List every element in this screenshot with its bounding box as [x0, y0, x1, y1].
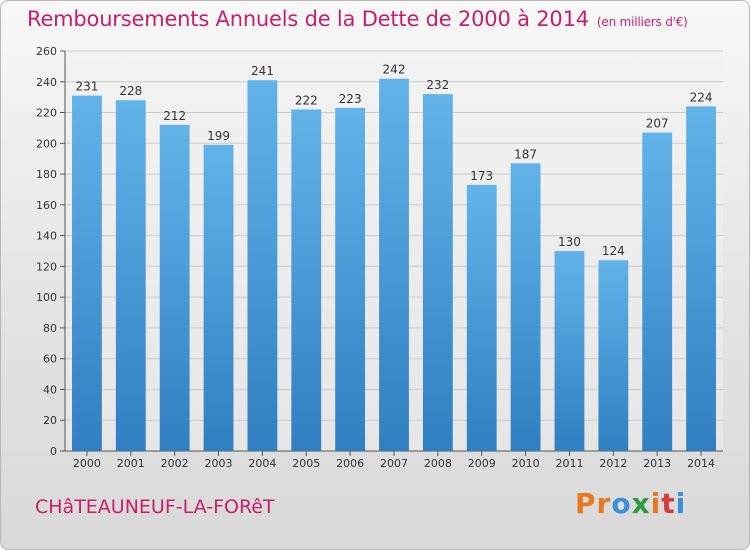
bar	[642, 132, 673, 452]
x-tick-label: 2011	[555, 457, 583, 470]
y-tick-label: 120	[36, 260, 57, 273]
x-tick-label: 2009	[468, 457, 496, 470]
x-tick-label: 2013	[643, 457, 671, 470]
bars	[72, 78, 716, 452]
bar	[379, 78, 409, 451]
y-tick-label: 260	[36, 45, 57, 58]
bar	[115, 100, 146, 451]
commune-name: CHâTEAUNEUF-LA-FORêT	[35, 496, 275, 518]
value-label: 199	[207, 129, 230, 143]
value-label: 222	[295, 93, 318, 107]
x-tick-label: 2001	[117, 457, 145, 470]
x-tick-label: 2010	[512, 457, 540, 470]
bar	[466, 184, 497, 451]
value-label: 242	[383, 63, 406, 77]
value-label: 124	[602, 244, 625, 258]
x-tick-label: 2014	[687, 457, 715, 470]
labels: 0 20 40 60 80 100 120 140 160 180 200 220 240 260 231 2…	[36, 45, 715, 470]
bar	[159, 124, 190, 451]
y-tick-label: 20	[43, 414, 57, 427]
logo-letter: r	[596, 487, 612, 520]
value-label: 241	[251, 64, 274, 78]
bar	[247, 80, 278, 451]
y-tick-label: 80	[43, 322, 57, 335]
y-tick-label: 0	[50, 445, 57, 458]
bar	[335, 107, 366, 451]
y-tick-label: 140	[36, 230, 57, 243]
y-tick-label: 180	[36, 168, 57, 181]
bar	[422, 94, 453, 452]
value-label: 173	[470, 169, 493, 183]
y-tick-label: 100	[36, 291, 57, 304]
bar	[554, 251, 585, 451]
logo-letter: i	[675, 487, 687, 520]
logo-letter: x	[631, 487, 651, 520]
value-label: 232	[426, 78, 449, 92]
y-tick-label: 60	[43, 353, 57, 366]
bar	[598, 260, 629, 451]
logo-letter: P	[575, 487, 597, 520]
value-label: 130	[558, 235, 581, 249]
logo-letter: t	[661, 487, 676, 520]
bar	[510, 163, 541, 452]
y-tick-label: 40	[43, 383, 57, 396]
y-tick-label: 200	[36, 137, 57, 150]
x-tick-label: 2005	[292, 457, 320, 470]
value-label: 231	[75, 80, 98, 94]
x-tick-label: 2007	[380, 457, 408, 470]
x-tick-label: 2000	[73, 457, 101, 470]
value-label: 212	[163, 109, 186, 123]
logo-letter: i	[650, 487, 662, 520]
proxiti-logo: Proxiti	[575, 487, 686, 520]
value-label: 223	[339, 92, 362, 106]
logo-letter: o	[611, 487, 632, 520]
bar	[72, 95, 102, 451]
bar	[686, 106, 716, 451]
value-label: 207	[646, 117, 669, 131]
x-tick-label: 2003	[205, 457, 233, 470]
y-tick-label: 160	[36, 199, 57, 212]
y-tick-label: 240	[36, 76, 57, 89]
y-tick-label: 220	[36, 107, 57, 120]
chart-title-text: Remboursements Annuels de la Dette de 20…	[27, 7, 589, 31]
bar	[291, 109, 322, 451]
x-tick-label: 2006	[336, 457, 364, 470]
x-tick-label: 2008	[424, 457, 452, 470]
value-label: 228	[119, 84, 142, 98]
chart-subtitle: (en milliers d'€)	[596, 15, 688, 29]
x-tick-label: 2004	[248, 457, 276, 470]
value-label: 224	[690, 90, 713, 104]
chart-title: Remboursements Annuels de la Dette de 20…	[27, 7, 688, 31]
x-tick-label: 2002	[161, 457, 189, 470]
value-label: 187	[514, 147, 537, 161]
bar	[203, 144, 234, 451]
x-tick-label: 2012	[599, 457, 627, 470]
